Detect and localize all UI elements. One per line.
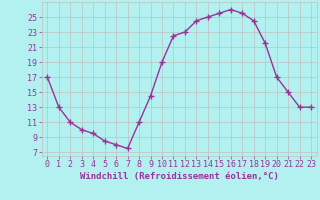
X-axis label: Windchill (Refroidissement éolien,°C): Windchill (Refroidissement éolien,°C) <box>80 172 279 181</box>
